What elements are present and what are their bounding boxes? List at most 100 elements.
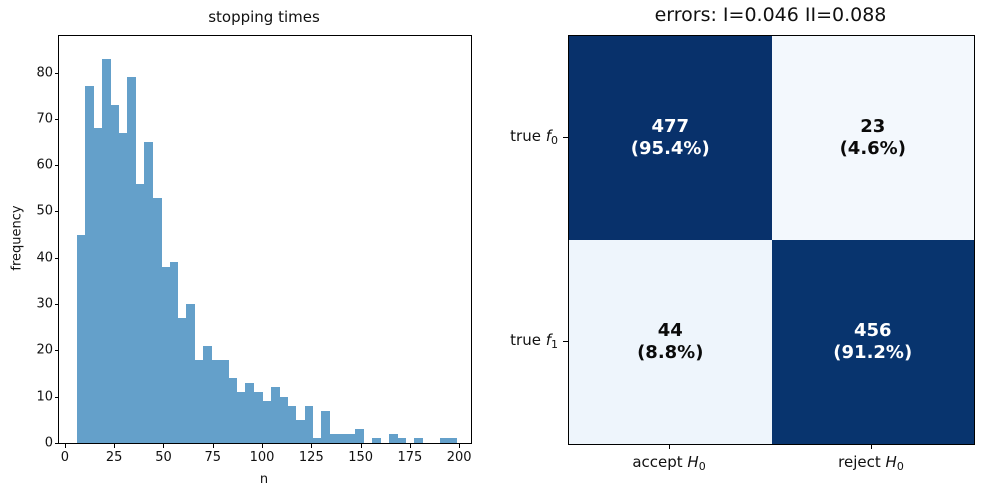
h-symbol: H (687, 453, 699, 471)
hist-bar (152, 197, 162, 443)
y-tick-label: 20 (36, 342, 53, 358)
y-tick-label: 50 (36, 203, 53, 219)
hist-bar (338, 433, 348, 443)
h-symbol: H (885, 453, 897, 471)
x-tick-mark (163, 444, 165, 448)
y-tick-mark (55, 304, 59, 306)
hist-bar (228, 378, 238, 443)
y-tick-label: 40 (36, 250, 53, 266)
hist-bar (203, 345, 213, 443)
hist-bar (279, 396, 289, 443)
histogram-title: stopping times (208, 8, 320, 26)
hist-bar (237, 392, 246, 443)
x-tick-mark (262, 444, 264, 448)
cm-cell-percent: (4.6%) (839, 138, 906, 159)
y-tick-mark (55, 396, 59, 398)
cm-cell-true-f1-accept: 44 (8.8%) (569, 240, 772, 444)
cm-row-label-true-f0: true f0 (510, 127, 558, 147)
hist-bar (118, 132, 128, 443)
hist-bar (93, 128, 103, 443)
hist-bar (220, 359, 229, 443)
x-tick-label: 200 (446, 450, 472, 465)
hist-bar (372, 438, 381, 443)
hist-bar (304, 405, 314, 443)
x-tick-label: 25 (105, 450, 123, 465)
hist-bar (161, 267, 170, 443)
cm-col-label-accept-h0: accept H0 (632, 453, 706, 473)
x-tick-label: 50 (155, 450, 172, 465)
histogram-x-axis-label: n (259, 472, 269, 487)
hist-bar (262, 401, 272, 443)
cm-col-tick (669, 444, 670, 449)
hist-bar (85, 86, 94, 443)
hist-bar (447, 438, 457, 443)
cm-cell-count: 477 (651, 116, 690, 137)
f-symbol: f (545, 331, 551, 349)
hist-bar (102, 58, 111, 443)
cm-col-tick (871, 444, 872, 449)
hist-bar (329, 433, 339, 443)
cm-cell-true-f0-reject: 23 (4.6%) (771, 36, 974, 240)
hist-bar (245, 382, 255, 443)
histogram-plot-area: 0 25 50 75 100 125 150 175 200 0 10 20 30 40 50 60 70 80 (36, 35, 472, 465)
y-tick-label: 70 (36, 111, 53, 127)
x-tick-mark (212, 444, 214, 448)
cm-row-label-true-f1: true f1 (510, 331, 558, 351)
hist-bar (287, 405, 297, 443)
y-tick-mark (55, 165, 59, 167)
hist-bar (186, 304, 196, 443)
cm-cell-true-f0-accept: 477 (95.4%) (569, 36, 772, 240)
y-tick-label: 30 (36, 296, 53, 312)
x-tick-label: 150 (348, 450, 374, 465)
x-tick-label: 125 (298, 450, 324, 465)
cm-cell-count: 23 (860, 116, 886, 137)
hist-bar (127, 77, 137, 443)
y-tick-mark (55, 350, 59, 352)
confusion-matrix-title: errors: I=0.046 II=0.088 (654, 4, 887, 26)
hist-bar (397, 438, 407, 443)
y-tick-mark (55, 211, 59, 213)
hist-bar (355, 429, 364, 443)
hist-bar (169, 262, 179, 443)
y-tick-mark (55, 443, 59, 444)
y-tick-mark (55, 72, 59, 74)
y-tick-label: 60 (36, 157, 53, 173)
y-tick-mark (55, 257, 59, 259)
x-tick-label: 0 (60, 450, 70, 465)
x-tick-label: 175 (397, 450, 423, 465)
cm-cell-percent: (8.8%) (637, 342, 704, 363)
hist-bar (253, 392, 263, 443)
hist-bar (135, 183, 145, 443)
cm-row-tick (563, 341, 568, 342)
hist-bar (270, 387, 280, 443)
x-tick-mark (311, 444, 313, 448)
x-tick-mark (114, 444, 116, 448)
hist-bar (194, 359, 204, 443)
cm-cell-percent: (95.4%) (630, 138, 710, 159)
hist-bar (110, 105, 120, 443)
hist-bar (76, 234, 86, 443)
hist-bar (144, 142, 154, 443)
hist-bar (439, 438, 449, 443)
cm-cell-true-f1-reject: 456 (91.2%) (771, 240, 974, 444)
x-tick-label: 100 (249, 450, 275, 465)
cm-col-label-reject-h0: reject H0 (838, 453, 904, 473)
x-tick-mark (64, 444, 66, 448)
hist-bar (296, 419, 305, 443)
cm-cell-count: 44 (657, 320, 683, 341)
y-tick-mark (55, 118, 59, 120)
f-symbol: f (545, 127, 551, 145)
hist-bar (211, 359, 221, 443)
cm-cell-count: 456 (853, 320, 892, 341)
y-tick-label: 10 (36, 389, 53, 405)
hist-bar (321, 410, 331, 443)
confusion-matrix: 477 (95.4%) 23 (4.6%) 44 (8.8%) 456 (91.… (568, 35, 975, 445)
y-tick-label: 0 (44, 435, 53, 451)
hist-bar (177, 317, 187, 443)
x-tick-label: 75 (204, 450, 222, 465)
x-tick-mark (360, 444, 362, 448)
x-tick-mark (409, 444, 411, 448)
histogram-y-axis-label: frequency (9, 205, 25, 271)
hist-bar (388, 433, 398, 443)
x-tick-mark (459, 444, 461, 448)
